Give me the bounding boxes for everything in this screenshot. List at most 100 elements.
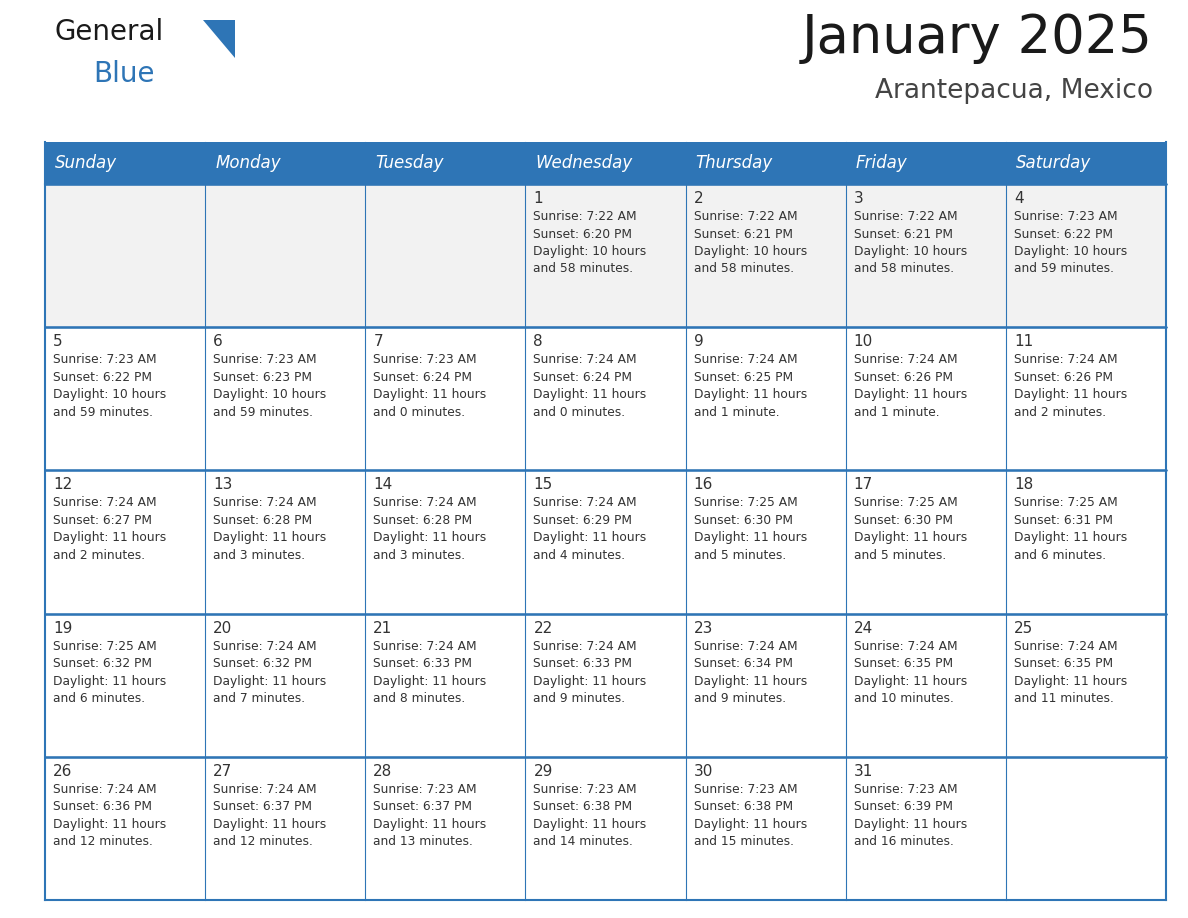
Text: Sunrise: 7:25 AM
Sunset: 6:31 PM
Daylight: 11 hours
and 6 minutes.: Sunrise: 7:25 AM Sunset: 6:31 PM Dayligh… [1013, 497, 1127, 562]
Text: Sunrise: 7:23 AM
Sunset: 6:24 PM
Daylight: 11 hours
and 0 minutes.: Sunrise: 7:23 AM Sunset: 6:24 PM Dayligh… [373, 353, 487, 419]
Text: 6: 6 [213, 334, 223, 349]
Bar [365, 327, 525, 470]
Text: 13: 13 [213, 477, 233, 492]
Text: 28: 28 [373, 764, 392, 778]
Text: 5: 5 [53, 334, 63, 349]
Text: Sunrise: 7:23 AM
Sunset: 6:22 PM
Daylight: 10 hours
and 59 minutes.: Sunrise: 7:23 AM Sunset: 6:22 PM Dayligh… [53, 353, 166, 419]
Text: Sunrise: 7:24 AM
Sunset: 6:33 PM
Daylight: 11 hours
and 8 minutes.: Sunrise: 7:24 AM Sunset: 6:33 PM Dayligh… [373, 640, 487, 705]
Bar [365, 142, 525, 184]
Text: 3: 3 [854, 191, 864, 206]
Bar [685, 470, 846, 613]
Text: Sunrise: 7:24 AM
Sunset: 6:36 PM
Daylight: 11 hours
and 12 minutes.: Sunrise: 7:24 AM Sunset: 6:36 PM Dayligh… [53, 783, 166, 848]
Text: Sunrise: 7:23 AM
Sunset: 6:37 PM
Daylight: 11 hours
and 13 minutes.: Sunrise: 7:23 AM Sunset: 6:37 PM Dayligh… [373, 783, 487, 848]
Text: Sunrise: 7:24 AM
Sunset: 6:27 PM
Daylight: 11 hours
and 2 minutes.: Sunrise: 7:24 AM Sunset: 6:27 PM Dayligh… [53, 497, 166, 562]
Text: 23: 23 [694, 621, 713, 635]
Text: 31: 31 [854, 764, 873, 778]
Text: 9: 9 [694, 334, 703, 349]
Text: 11: 11 [1013, 334, 1034, 349]
Text: Sunrise: 7:24 AM
Sunset: 6:28 PM
Daylight: 11 hours
and 3 minutes.: Sunrise: 7:24 AM Sunset: 6:28 PM Dayligh… [213, 497, 327, 562]
Bar [525, 142, 685, 184]
Text: 29: 29 [533, 764, 552, 778]
Bar [45, 142, 206, 184]
Bar [365, 470, 525, 613]
Bar [846, 613, 1006, 756]
Text: Sunrise: 7:24 AM
Sunset: 6:26 PM
Daylight: 11 hours
and 1 minute.: Sunrise: 7:24 AM Sunset: 6:26 PM Dayligh… [854, 353, 967, 419]
Text: Sunrise: 7:23 AM
Sunset: 6:38 PM
Daylight: 11 hours
and 14 minutes.: Sunrise: 7:23 AM Sunset: 6:38 PM Dayligh… [533, 783, 646, 848]
Bar [1006, 327, 1165, 470]
Bar [685, 142, 846, 184]
Bar [846, 470, 1006, 613]
Text: Blue: Blue [93, 60, 154, 88]
Bar [525, 756, 685, 900]
Text: Sunrise: 7:25 AM
Sunset: 6:32 PM
Daylight: 11 hours
and 6 minutes.: Sunrise: 7:25 AM Sunset: 6:32 PM Dayligh… [53, 640, 166, 705]
Text: Sunrise: 7:24 AM
Sunset: 6:24 PM
Daylight: 11 hours
and 0 minutes.: Sunrise: 7:24 AM Sunset: 6:24 PM Dayligh… [533, 353, 646, 419]
Text: General: General [55, 18, 164, 46]
Text: Monday: Monday [215, 154, 280, 172]
Text: Arantepacua, Mexico: Arantepacua, Mexico [874, 78, 1154, 104]
Text: Thursday: Thursday [695, 154, 773, 172]
Bar [685, 613, 846, 756]
Text: 15: 15 [533, 477, 552, 492]
Bar [1006, 470, 1165, 613]
Text: Sunrise: 7:23 AM
Sunset: 6:22 PM
Daylight: 10 hours
and 59 minutes.: Sunrise: 7:23 AM Sunset: 6:22 PM Dayligh… [1013, 210, 1127, 275]
Text: Sunrise: 7:22 AM
Sunset: 6:20 PM
Daylight: 10 hours
and 58 minutes.: Sunrise: 7:22 AM Sunset: 6:20 PM Dayligh… [533, 210, 646, 275]
Bar [846, 756, 1006, 900]
Text: Sunrise: 7:24 AM
Sunset: 6:25 PM
Daylight: 11 hours
and 1 minute.: Sunrise: 7:24 AM Sunset: 6:25 PM Dayligh… [694, 353, 807, 419]
Text: Sunrise: 7:24 AM
Sunset: 6:34 PM
Daylight: 11 hours
and 9 minutes.: Sunrise: 7:24 AM Sunset: 6:34 PM Dayligh… [694, 640, 807, 705]
Bar [206, 613, 365, 756]
Text: Sunrise: 7:24 AM
Sunset: 6:37 PM
Daylight: 11 hours
and 12 minutes.: Sunrise: 7:24 AM Sunset: 6:37 PM Dayligh… [213, 783, 327, 848]
Text: 21: 21 [373, 621, 392, 635]
Text: 20: 20 [213, 621, 233, 635]
Text: 4: 4 [1013, 191, 1024, 206]
Bar [1006, 613, 1165, 756]
Bar [525, 327, 685, 470]
Bar [45, 470, 206, 613]
Bar [846, 184, 1006, 327]
Text: 24: 24 [854, 621, 873, 635]
Text: Sunrise: 7:24 AM
Sunset: 6:33 PM
Daylight: 11 hours
and 9 minutes.: Sunrise: 7:24 AM Sunset: 6:33 PM Dayligh… [533, 640, 646, 705]
Bar [685, 184, 846, 327]
Text: 8: 8 [533, 334, 543, 349]
Bar [365, 756, 525, 900]
Text: 18: 18 [1013, 477, 1034, 492]
Text: 12: 12 [53, 477, 72, 492]
Text: Sunrise: 7:25 AM
Sunset: 6:30 PM
Daylight: 11 hours
and 5 minutes.: Sunrise: 7:25 AM Sunset: 6:30 PM Dayligh… [694, 497, 807, 562]
Bar [45, 756, 206, 900]
Text: 1: 1 [533, 191, 543, 206]
Bar [1006, 756, 1165, 900]
Bar [1006, 142, 1165, 184]
Text: 27: 27 [213, 764, 233, 778]
Text: Sunrise: 7:24 AM
Sunset: 6:32 PM
Daylight: 11 hours
and 7 minutes.: Sunrise: 7:24 AM Sunset: 6:32 PM Dayligh… [213, 640, 327, 705]
Bar [206, 184, 365, 327]
Text: 19: 19 [53, 621, 72, 635]
Bar [206, 327, 365, 470]
Bar [525, 470, 685, 613]
Text: Sunrise: 7:24 AM
Sunset: 6:28 PM
Daylight: 11 hours
and 3 minutes.: Sunrise: 7:24 AM Sunset: 6:28 PM Dayligh… [373, 497, 487, 562]
Text: Sunrise: 7:24 AM
Sunset: 6:29 PM
Daylight: 11 hours
and 4 minutes.: Sunrise: 7:24 AM Sunset: 6:29 PM Dayligh… [533, 497, 646, 562]
Bar [846, 327, 1006, 470]
Bar [525, 184, 685, 327]
Text: Sunrise: 7:23 AM
Sunset: 6:38 PM
Daylight: 11 hours
and 15 minutes.: Sunrise: 7:23 AM Sunset: 6:38 PM Dayligh… [694, 783, 807, 848]
Text: Sunrise: 7:23 AM
Sunset: 6:23 PM
Daylight: 10 hours
and 59 minutes.: Sunrise: 7:23 AM Sunset: 6:23 PM Dayligh… [213, 353, 327, 419]
Text: 30: 30 [694, 764, 713, 778]
Text: Friday: Friday [855, 154, 908, 172]
Bar [45, 613, 206, 756]
Bar [206, 756, 365, 900]
Text: Sunrise: 7:22 AM
Sunset: 6:21 PM
Daylight: 10 hours
and 58 minutes.: Sunrise: 7:22 AM Sunset: 6:21 PM Dayligh… [854, 210, 967, 275]
Text: 26: 26 [53, 764, 72, 778]
Text: 25: 25 [1013, 621, 1034, 635]
Bar [525, 613, 685, 756]
Text: Tuesday: Tuesday [375, 154, 444, 172]
Bar [206, 470, 365, 613]
Text: Sunrise: 7:24 AM
Sunset: 6:26 PM
Daylight: 11 hours
and 2 minutes.: Sunrise: 7:24 AM Sunset: 6:26 PM Dayligh… [1013, 353, 1127, 419]
Text: Saturday: Saturday [1016, 154, 1091, 172]
Text: Sunrise: 7:22 AM
Sunset: 6:21 PM
Daylight: 10 hours
and 58 minutes.: Sunrise: 7:22 AM Sunset: 6:21 PM Dayligh… [694, 210, 807, 275]
Text: 22: 22 [533, 621, 552, 635]
Text: 10: 10 [854, 334, 873, 349]
Bar [685, 756, 846, 900]
Text: Sunrise: 7:24 AM
Sunset: 6:35 PM
Daylight: 11 hours
and 11 minutes.: Sunrise: 7:24 AM Sunset: 6:35 PM Dayligh… [1013, 640, 1127, 705]
Bar [685, 327, 846, 470]
Bar [846, 142, 1006, 184]
Text: Sunrise: 7:25 AM
Sunset: 6:30 PM
Daylight: 11 hours
and 5 minutes.: Sunrise: 7:25 AM Sunset: 6:30 PM Dayligh… [854, 497, 967, 562]
Bar [365, 184, 525, 327]
